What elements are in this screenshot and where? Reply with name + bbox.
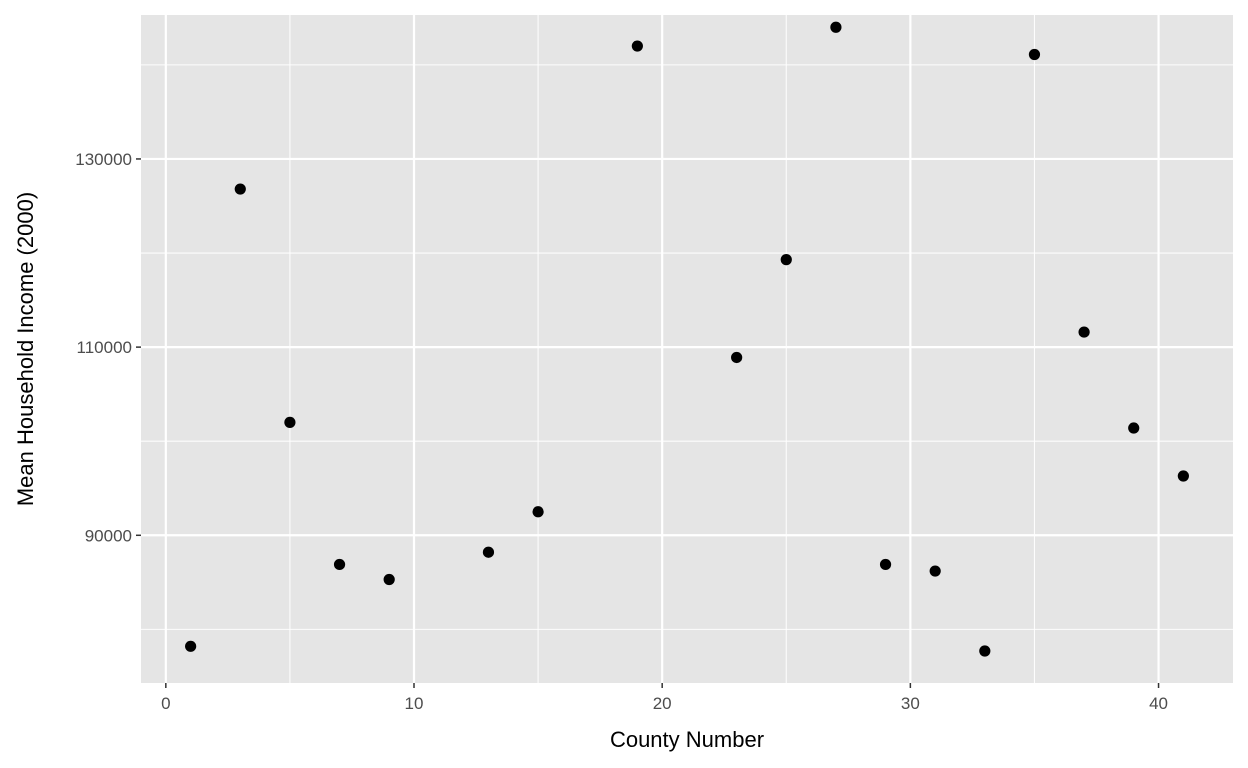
data-point [631,40,643,52]
x-tick-label: 40 [1149,694,1168,713]
points-layer [185,21,1189,657]
data-point [1078,326,1090,338]
data-point [234,183,246,195]
data-point [284,416,296,428]
data-point [830,21,842,33]
data-point [333,558,346,571]
x-tick-label: 10 [405,694,424,713]
grid-minor [141,15,1233,683]
x-axis-title: County Number [610,727,764,752]
data-point [185,640,197,652]
x-tick-label: 30 [901,694,920,713]
data-point [780,254,792,266]
data-point [929,565,941,577]
x-tick-label: 0 [161,694,170,713]
y-tick-label: 130000 [75,150,132,169]
data-point [979,645,991,657]
y-tick-label: 90000 [85,526,132,545]
data-point [532,506,544,518]
data-point [383,573,395,586]
data-point [1177,470,1189,482]
tick-labels: 0 10 20 30 40 90000 110000 130000 [75,150,1168,713]
data-point [879,558,892,571]
axis-ticks [136,158,1160,688]
data-point [731,351,743,364]
data-point [482,546,495,558]
plot-panel [141,15,1233,683]
grid-major [141,15,1233,683]
data-point [1028,48,1041,61]
x-tick-label: 20 [653,694,672,713]
y-axis-title: Mean Household Income (2000) [13,192,38,506]
y-tick-label: 110000 [77,338,132,357]
data-point [1128,422,1140,434]
